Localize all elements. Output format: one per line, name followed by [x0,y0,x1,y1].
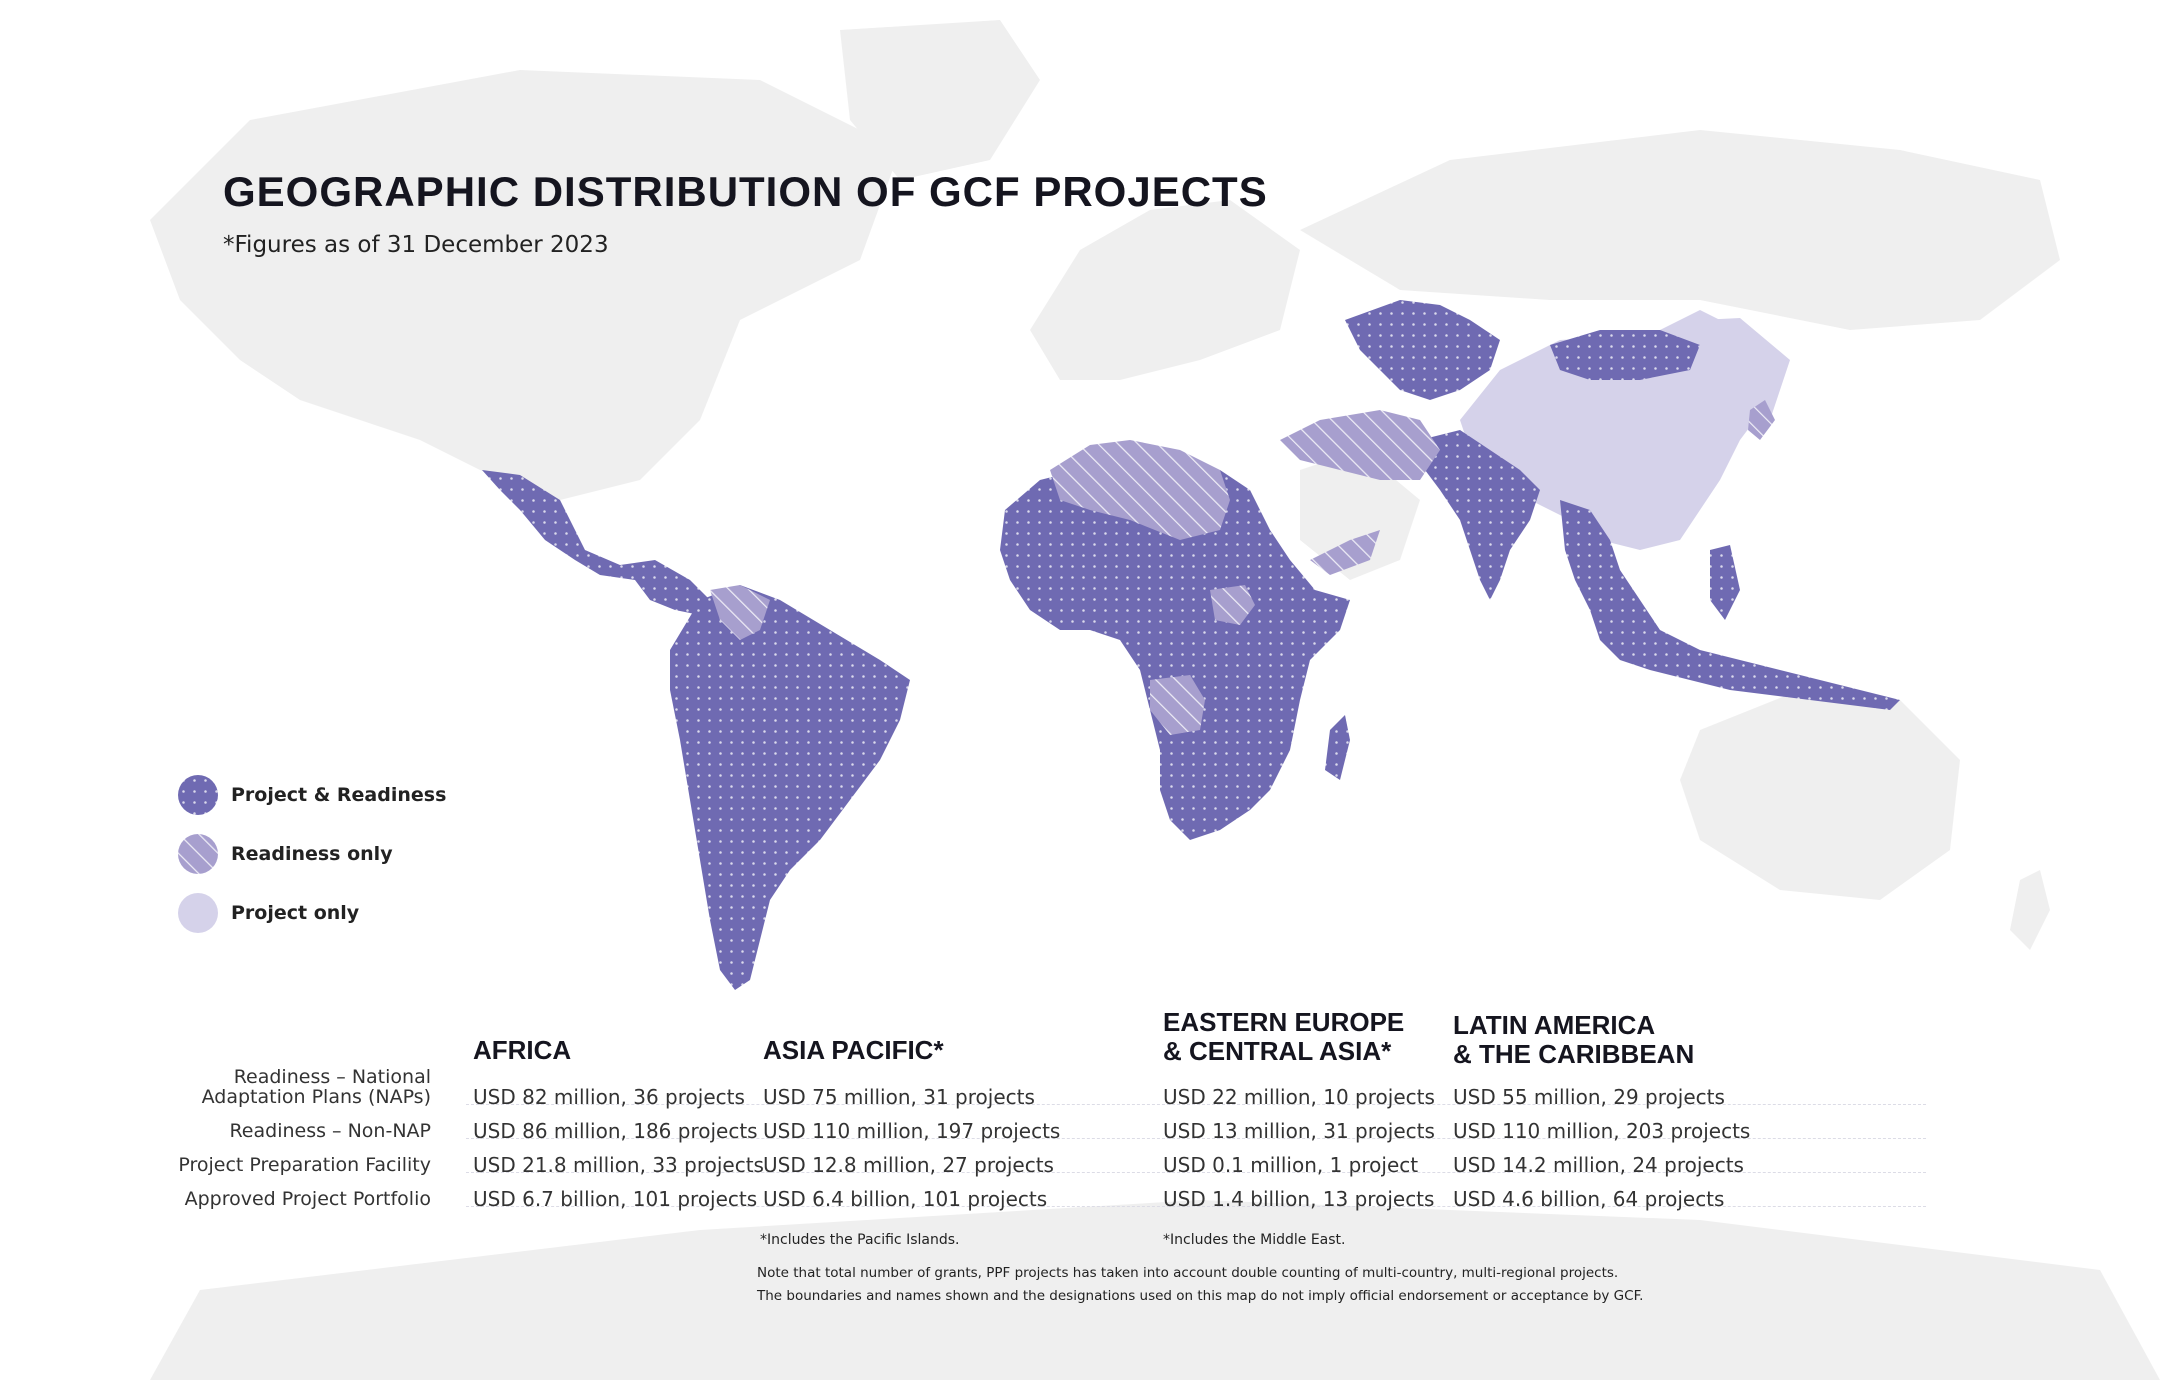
table-cell: USD 110 million, 197 projects [763,1119,1061,1143]
heading-line: AFRICA [473,1035,572,1065]
russia-land [1300,130,2060,330]
table-cell: USD 1.4 billion, 13 projects [1163,1187,1435,1211]
legend-item-readiness-only: Readiness only [178,834,446,874]
hatched-swatch-icon [178,834,218,874]
table-cell: USD 82 million, 36 projects [473,1085,745,1109]
region-southeast-asia [1560,500,1900,710]
page-title: GEOGRAPHIC DISTRIBUTION OF GCF PROJECTS [223,168,1268,215]
region-heading-asia-pacific: ASIA PACIFIC* [763,1036,944,1065]
region-north-africa [1050,440,1230,540]
region-madagascar [1325,715,1350,780]
table-cell: USD 55 million, 29 projects [1453,1085,1725,1109]
heading-line: & CENTRAL ASIA* [1163,1036,1392,1066]
new-zealand-land [2010,870,2050,950]
table-cell: USD 0.1 million, 1 project [1163,1153,1419,1177]
row-divider [466,1206,1926,1207]
region-heading-eastern-europe: EASTERN EUROPE & CENTRAL ASIA* [1163,1008,1404,1066]
dotted-swatch-icon [178,775,218,815]
table-cell: USD 75 million, 31 projects [763,1085,1035,1109]
row-divider [466,1138,1926,1139]
solid-swatch-icon [178,893,218,933]
subtitle: *Figures as of 31 December 2023 [223,232,609,258]
region-africa [1000,465,1350,840]
footnote-eastern-europe: *Includes the Middle East. [1163,1232,1346,1248]
row-label-non-nap: Readiness – Non-NAP [229,1120,431,1142]
region-middle-east [1280,410,1440,480]
table-cell: USD 6.4 billion, 101 projects [763,1187,1048,1211]
table-cell: USD 13 million, 31 projects [1163,1119,1435,1143]
table-cell: USD 21.8 million, 33 projects [473,1153,764,1177]
readiness-only-regions [710,400,1775,735]
table-cell: USD 110 million, 203 projects [1453,1119,1751,1143]
north-america-land [150,70,900,500]
region-angola [1150,675,1205,735]
footnote-asia-pacific: *Includes the Pacific Islands. [760,1232,960,1248]
row-label-ppf: Project Preparation Facility [178,1154,431,1176]
table-cell: USD 4.6 billion, 64 projects [1453,1187,1725,1211]
row-label-line: Readiness – National [233,1066,431,1088]
row-label-portfolio: Approved Project Portfolio [184,1188,431,1210]
row-divider [466,1104,1926,1105]
region-heading-latin-america: LATIN AMERICA & THE CARIBBEAN [1453,1011,1694,1069]
region-north-china-japan [1700,318,1790,420]
legend-label: Project & Readiness [231,784,447,806]
row-label-naps: Readiness – National Adaptation Plans (N… [202,1067,431,1107]
legend-label: Readiness only [231,843,393,865]
australia-land [1680,690,1960,900]
region-south-america [670,585,910,990]
region-heading-africa: AFRICA [473,1036,571,1065]
region-philippines [1710,545,1740,620]
legend-item-project-and-readiness: Project & Readiness [178,775,446,815]
legend: Project & Readiness Readiness only Proje… [178,775,446,952]
region-venezuela [710,585,770,640]
background-landmass [150,20,2160,1380]
disclaimer-note: Note that total number of grants, PPF pr… [757,1262,1643,1308]
region-yemen [1310,530,1380,575]
legend-item-project-only: Project only [178,893,446,933]
table-cell: USD 86 million, 186 projects [473,1119,758,1143]
table-cell: USD 14.2 million, 24 projects [1453,1153,1744,1177]
region-korea [1748,400,1775,440]
greenland-land [840,20,1040,180]
heading-line: LATIN AMERICA [1453,1010,1656,1040]
heading-line: EASTERN EUROPE [1163,1007,1405,1037]
region-sudan [1210,585,1255,625]
region-south-asia [1420,430,1540,600]
row-label-line: Adaptation Plans (NAPs) [201,1086,431,1108]
table-cell: USD 12.8 million, 27 projects [763,1153,1054,1177]
legend-label: Project only [231,902,360,924]
row-divider [466,1172,1926,1173]
note-line: Note that total number of grants, PPF pr… [757,1265,1619,1281]
table-cell: USD 6.7 billion, 101 projects [473,1187,758,1211]
heading-line: ASIA PACIFIC* [763,1035,944,1065]
heading-line: & THE CARIBBEAN [1453,1039,1695,1069]
europe-land [1030,200,1300,380]
table-cell: USD 22 million, 10 projects [1163,1085,1435,1109]
middle-east-land [1300,450,1420,580]
project-and-readiness-regions [482,300,1900,990]
region-mexico-central-america [482,470,710,615]
antarctica-land [150,1200,2160,1380]
region-central-asia [1345,300,1500,400]
region-mongolia [1550,330,1700,380]
note-line: The boundaries and names shown and the d… [757,1288,1644,1304]
